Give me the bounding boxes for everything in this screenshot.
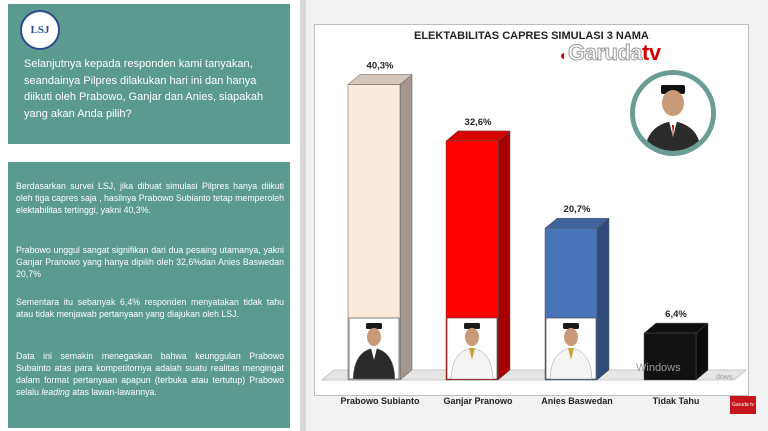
question-box: LSJ Selanjutnya kepada responden kami ta… bbox=[8, 4, 290, 144]
summary-paragraph-3: Sementara itu sebanyak 6,4% responden me… bbox=[16, 297, 284, 319]
person-portrait-icon bbox=[635, 75, 711, 151]
category-label: Prabowo Subianto bbox=[340, 396, 420, 406]
windows-watermark: Windows bbox=[636, 362, 681, 374]
windows-watermark-tail: dows. bbox=[716, 374, 735, 381]
corner-badge: Garuda tv bbox=[730, 396, 756, 414]
chart-title: ELEKTABILITAS CAPRES SIMULASI 3 NAMA bbox=[414, 30, 649, 42]
category-label: Anies Baswedan bbox=[541, 396, 613, 406]
garuda-logo-mark-icon: ◐ bbox=[560, 47, 568, 63]
left-panel: LSJ Selanjutnya kepada responden kami ta… bbox=[0, 0, 300, 431]
summary-paragraph-2: Prabowo unggul sangat signifikan dari du… bbox=[16, 245, 284, 279]
category-label: Tidak Tahu bbox=[653, 396, 700, 406]
logo-text: LSJ bbox=[30, 24, 50, 36]
brand-suffix: tv bbox=[642, 40, 661, 65]
summary-paragraph-4: Data ini semakin menegaskan bahwa keungg… bbox=[16, 351, 284, 397]
category-label: Ganjar Pranowo bbox=[443, 396, 513, 406]
lsj-logo: LSJ bbox=[20, 10, 60, 50]
question-text: Selanjutnya kepada responden kami tanyak… bbox=[24, 58, 264, 120]
garuda-tv-logo: ◐Garudatv bbox=[560, 40, 661, 66]
candidate-avatar bbox=[630, 70, 716, 156]
panel-divider bbox=[300, 0, 306, 431]
brand-name: Garuda bbox=[567, 40, 643, 66]
summary-paragraph-1: Berdasarkan survei LSJ, jika dibuat simu… bbox=[16, 181, 284, 215]
summary-box: Berdasarkan survei LSJ, jika dibuat simu… bbox=[8, 162, 290, 428]
